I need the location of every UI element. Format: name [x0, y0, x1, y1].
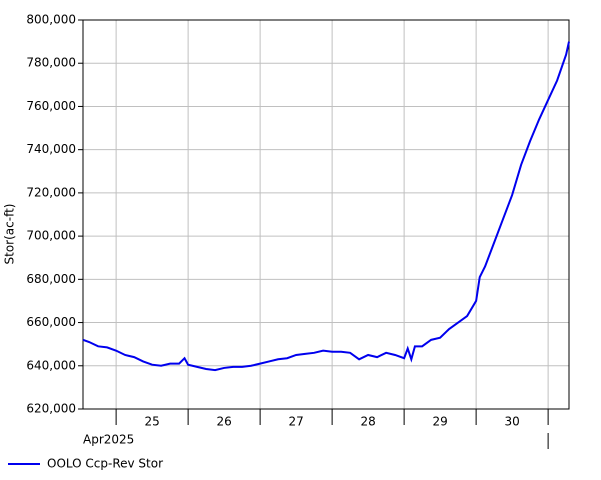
y-tick-label: 800,000	[26, 13, 76, 27]
y-tick-label: 720,000	[26, 185, 76, 199]
y-axis-label: Stor(ac-ft)	[3, 204, 17, 265]
y-tick-label: 660,000	[26, 315, 76, 329]
y-tick-label: 680,000	[26, 272, 76, 286]
y-tick-label: 640,000	[26, 358, 76, 372]
x-tick-label: 30	[504, 415, 519, 429]
y-tick-label: 760,000	[26, 99, 76, 113]
x-tick-label: 26	[216, 415, 231, 429]
plot-frame	[82, 19, 570, 410]
data-line	[82, 41, 570, 372]
x-tick-label: 28	[360, 415, 375, 429]
y-tick-label: 740,000	[26, 142, 76, 156]
legend-label: OOLO Ccp-Rev Stor	[47, 457, 163, 471]
y-tick-label: 780,000	[26, 56, 76, 70]
x-tick-label: 25	[144, 415, 159, 429]
month-label: Apr2025	[83, 433, 134, 447]
y-tick-label: 620,000	[26, 402, 76, 416]
y-tick-label: 700,000	[26, 229, 76, 243]
x-tick-label: 29	[432, 415, 447, 429]
x-tick-label: 27	[288, 415, 303, 429]
